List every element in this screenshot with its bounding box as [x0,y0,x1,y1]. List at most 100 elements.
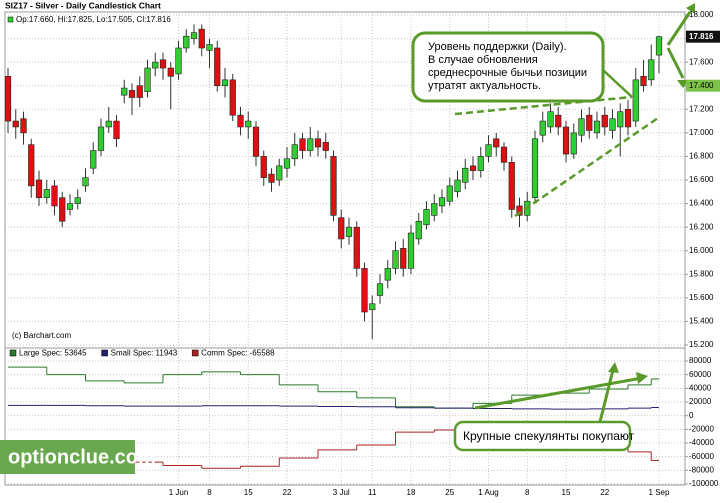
candle-body [299,138,306,151]
candle-body [477,156,484,171]
watermark: optionclue.com [8,446,156,468]
arrow-head [686,3,695,14]
candle-body [562,126,570,155]
candle-body [624,108,632,128]
mark-layer [4,24,663,469]
x-tick-label: 18 [407,488,416,497]
candle-body [43,189,50,198]
last-price-box [686,30,720,43]
x-tick-label: 1 Jun [169,488,189,497]
y-tick-label: 0 [689,411,694,420]
y-tick-label: -20000 [689,424,714,433]
y-tick-label: 80000 [689,356,712,365]
candle-body [376,283,384,296]
y-tick-label: 16.400 [689,199,714,208]
candle-body [175,47,182,75]
candle-body [500,146,508,163]
y-tick-label: 17.400 [689,81,714,90]
x-tick-label: 15 [244,488,253,497]
candle-body [198,28,205,49]
candle-body [655,36,663,56]
candle-body [229,79,236,116]
candle-body [128,90,136,98]
chart-title: SIZ17 - Silver - Daily Candlestick Chart [5,0,161,10]
candle-body [206,44,213,51]
candle-body [252,126,260,157]
candle-body [167,67,174,77]
candle-body [90,150,97,169]
candle-body [469,165,477,171]
candle-body [121,87,128,96]
y-tick-label: 16.000 [689,246,714,255]
candle-body [28,144,35,187]
legend-label: Small Spec: 11943 [111,349,178,358]
candle-body [190,32,198,39]
y-tick-label: 60000 [689,370,712,379]
candle-body [51,185,58,207]
candle-body [531,138,539,198]
candle-body [307,138,314,151]
ohlc-readout: Op:17.660, Hi:17.825, Lo:17.505, Cl:17.8… [16,15,171,24]
candle-body [35,179,43,198]
x-tick-label: 1 Sep [649,488,670,497]
x-tick-label: 15 [562,488,571,497]
candle-body [384,268,391,281]
arrow-head [636,372,648,384]
legend-swatch [9,349,17,357]
candle-body [485,144,492,157]
x-tick-label: 8 [207,488,212,497]
arrow-head [608,362,619,373]
candle-body [361,268,368,313]
y-tick-label: -100000 [689,479,719,488]
candle-body [369,303,376,310]
x-tick-label: 22 [600,488,609,497]
candle-body [392,250,399,269]
candle-body [570,132,577,155]
pointer [602,69,633,98]
candle-body [423,209,430,226]
last-price-label: 17.816 [689,32,714,41]
candle-body [97,126,105,151]
candle-body [322,141,329,151]
y-tick-label: 17.000 [689,128,714,137]
x-tick-label: 8 [525,488,530,497]
candle-body [144,67,151,92]
candle-body [493,138,500,148]
candle-body [136,85,143,98]
candle-body [555,114,562,128]
annotation-text: Уровень поддержки (Daily). [428,41,567,53]
candle-body [593,120,601,134]
candle-body [66,203,74,210]
pointer [474,376,643,410]
pointer [666,47,685,79]
candle-body [20,118,27,134]
x-tick-label: 11 [368,488,377,497]
annotation-text: В случае обновления [428,54,538,66]
candle-body [113,120,120,140]
support-level-box [686,79,720,92]
candle-body [237,114,244,128]
candle-body [291,144,298,160]
candle-body [508,162,515,210]
annotation-box [453,420,632,452]
legend-label: Large Spec: 53645 [19,349,87,358]
candle-body [245,120,252,128]
y-tick-label: 17.600 [689,57,714,66]
candle-body [578,118,585,136]
candle-body [353,226,360,269]
candle-body [609,118,616,131]
y-tick-label: 16.200 [689,222,714,231]
candle-body [345,226,353,237]
candle-body [516,205,523,216]
ohlc-icon [7,16,14,23]
y-tick-label: 15.200 [689,340,714,349]
x-tick-label: 22 [283,488,292,497]
candle-body [74,197,81,204]
candle-body [446,185,453,202]
pointer [666,11,692,46]
candle-body [283,158,291,169]
y-tick-label: -60000 [689,452,714,461]
y-tick-label: 16.800 [689,152,714,161]
candle-body [12,120,19,128]
